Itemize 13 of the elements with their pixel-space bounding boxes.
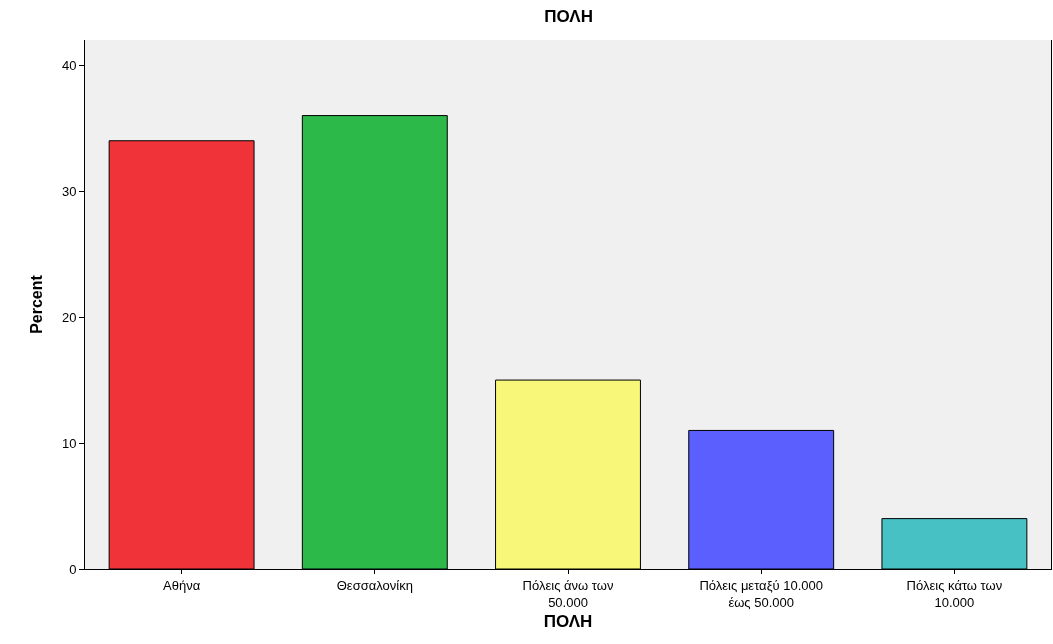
x-tick-label: Πόλεις μεταξύ 10.000 έως 50.000: [699, 577, 823, 610]
y-axis-title: Percent: [27, 274, 45, 334]
x-tick-label: Αθήνα: [163, 577, 201, 593]
x-tick-label: Πόλεις άνω των 50.000: [522, 577, 614, 610]
chart-title: ΠΟΛΗ: [544, 6, 593, 26]
x-tick-label: Θεσσαλονίκη: [336, 577, 413, 593]
x-axis-title: ΠΟΛΗ: [543, 611, 593, 631]
y-tick-label: 30: [61, 183, 77, 199]
y-tick-label: 0: [69, 561, 77, 577]
y-tick-label: 10: [61, 435, 77, 451]
x-tick-label: Πόλεις κάτω των 10.000: [906, 577, 1003, 610]
y-tick-label: 40: [61, 57, 77, 73]
y-tick-label: 20: [61, 309, 77, 325]
